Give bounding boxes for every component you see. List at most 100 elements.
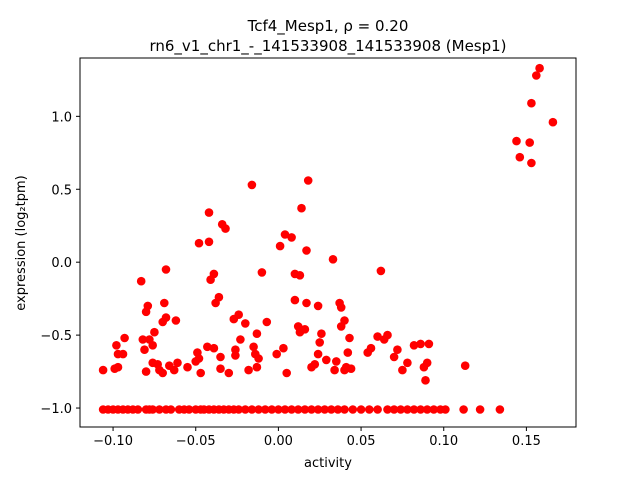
- data-point: [204, 237, 214, 247]
- data-point: [194, 354, 204, 363]
- data-point: [260, 405, 270, 414]
- data-point: [333, 405, 343, 414]
- data-point: [327, 405, 336, 414]
- data-point: [280, 230, 290, 239]
- data-point: [280, 405, 290, 414]
- data-point: [348, 405, 358, 414]
- chart-title-line2: rn6_v1_chr1_-_141533908_141533908 (Mesp1…: [149, 37, 506, 56]
- data-point: [231, 351, 240, 360]
- data-point: [328, 254, 338, 264]
- data-point: [398, 365, 407, 375]
- data-point: [282, 368, 292, 378]
- x-tick-label: 0.10: [429, 434, 458, 449]
- data-point: [373, 405, 382, 414]
- data-point: [143, 301, 153, 311]
- data-point: [112, 341, 121, 350]
- data-point: [330, 365, 339, 375]
- data-points: [98, 63, 558, 414]
- data-point: [343, 348, 353, 357]
- data-point: [241, 405, 250, 414]
- data-point: [290, 295, 300, 305]
- data-point: [389, 352, 399, 362]
- data-point: [275, 241, 285, 251]
- data-point: [345, 333, 354, 343]
- data-point: [209, 269, 219, 279]
- data-point: [346, 364, 356, 374]
- data-point: [307, 405, 316, 414]
- data-point: [515, 152, 525, 162]
- data-point: [136, 276, 146, 286]
- data-point: [409, 341, 419, 350]
- data-point: [209, 343, 219, 353]
- data-point: [548, 117, 558, 127]
- data-point: [155, 405, 164, 414]
- data-point: [173, 358, 182, 368]
- data-point: [366, 343, 376, 353]
- data-point: [161, 313, 171, 322]
- data-point: [274, 405, 283, 414]
- data-point: [310, 360, 320, 369]
- data-point: [194, 238, 204, 248]
- data-point: [244, 365, 253, 375]
- data-point: [148, 405, 157, 414]
- data-point: [221, 224, 230, 233]
- data-point: [365, 405, 374, 414]
- data-point: [403, 358, 412, 368]
- data-point: [272, 349, 282, 359]
- data-point: [113, 362, 123, 372]
- data-point: [138, 335, 148, 344]
- data-point: [150, 327, 159, 337]
- data-point: [224, 368, 234, 378]
- data-point: [422, 358, 432, 368]
- data-point: [383, 330, 392, 340]
- data-point: [527, 98, 536, 108]
- x-axis-ticks: −0.10 −0.05 0.00 0.05 0.10 0.15: [93, 427, 541, 449]
- data-point: [422, 405, 432, 414]
- data-point: [161, 265, 171, 274]
- data-point: [389, 405, 399, 414]
- data-point: [302, 298, 311, 308]
- data-point: [396, 405, 406, 414]
- y-tick-label: −0.5: [40, 329, 72, 344]
- data-point: [171, 316, 181, 325]
- data-point: [340, 316, 349, 325]
- data-point: [293, 405, 303, 414]
- x-tick-label: −0.05: [176, 434, 216, 449]
- chart-title-line1: Tcf4_Mesp1, ρ = 0.20: [247, 17, 409, 36]
- data-point: [336, 303, 346, 312]
- data-point: [257, 268, 267, 277]
- data-point: [196, 368, 205, 378]
- y-tick-label: 1.0: [51, 110, 72, 125]
- data-point: [254, 405, 263, 414]
- data-point: [459, 405, 468, 414]
- data-point: [252, 329, 262, 339]
- data-point: [249, 342, 258, 352]
- data-point: [214, 292, 224, 302]
- data-point: [373, 332, 382, 341]
- data-point: [120, 333, 129, 343]
- data-point: [169, 365, 179, 375]
- data-point: [160, 298, 169, 308]
- data-point: [535, 63, 544, 73]
- plot-frame: [79, 57, 577, 428]
- data-point: [158, 368, 167, 378]
- y-tick-label: −1.0: [40, 402, 72, 417]
- x-tick-label: 0.05: [347, 434, 376, 449]
- data-point: [315, 338, 325, 347]
- data-point: [313, 301, 323, 311]
- data-point: [262, 317, 272, 327]
- data-point: [300, 325, 310, 334]
- data-point: [297, 203, 306, 213]
- data-point: [320, 405, 330, 414]
- data-point: [313, 405, 323, 414]
- data-point: [216, 352, 225, 362]
- data-point: [441, 405, 450, 414]
- data-point: [429, 405, 439, 414]
- data-point: [118, 349, 128, 359]
- x-tick-label: 0.15: [512, 434, 541, 449]
- data-point: [332, 357, 341, 366]
- data-point: [166, 405, 176, 414]
- data-point: [383, 405, 392, 414]
- data-point: [525, 138, 534, 147]
